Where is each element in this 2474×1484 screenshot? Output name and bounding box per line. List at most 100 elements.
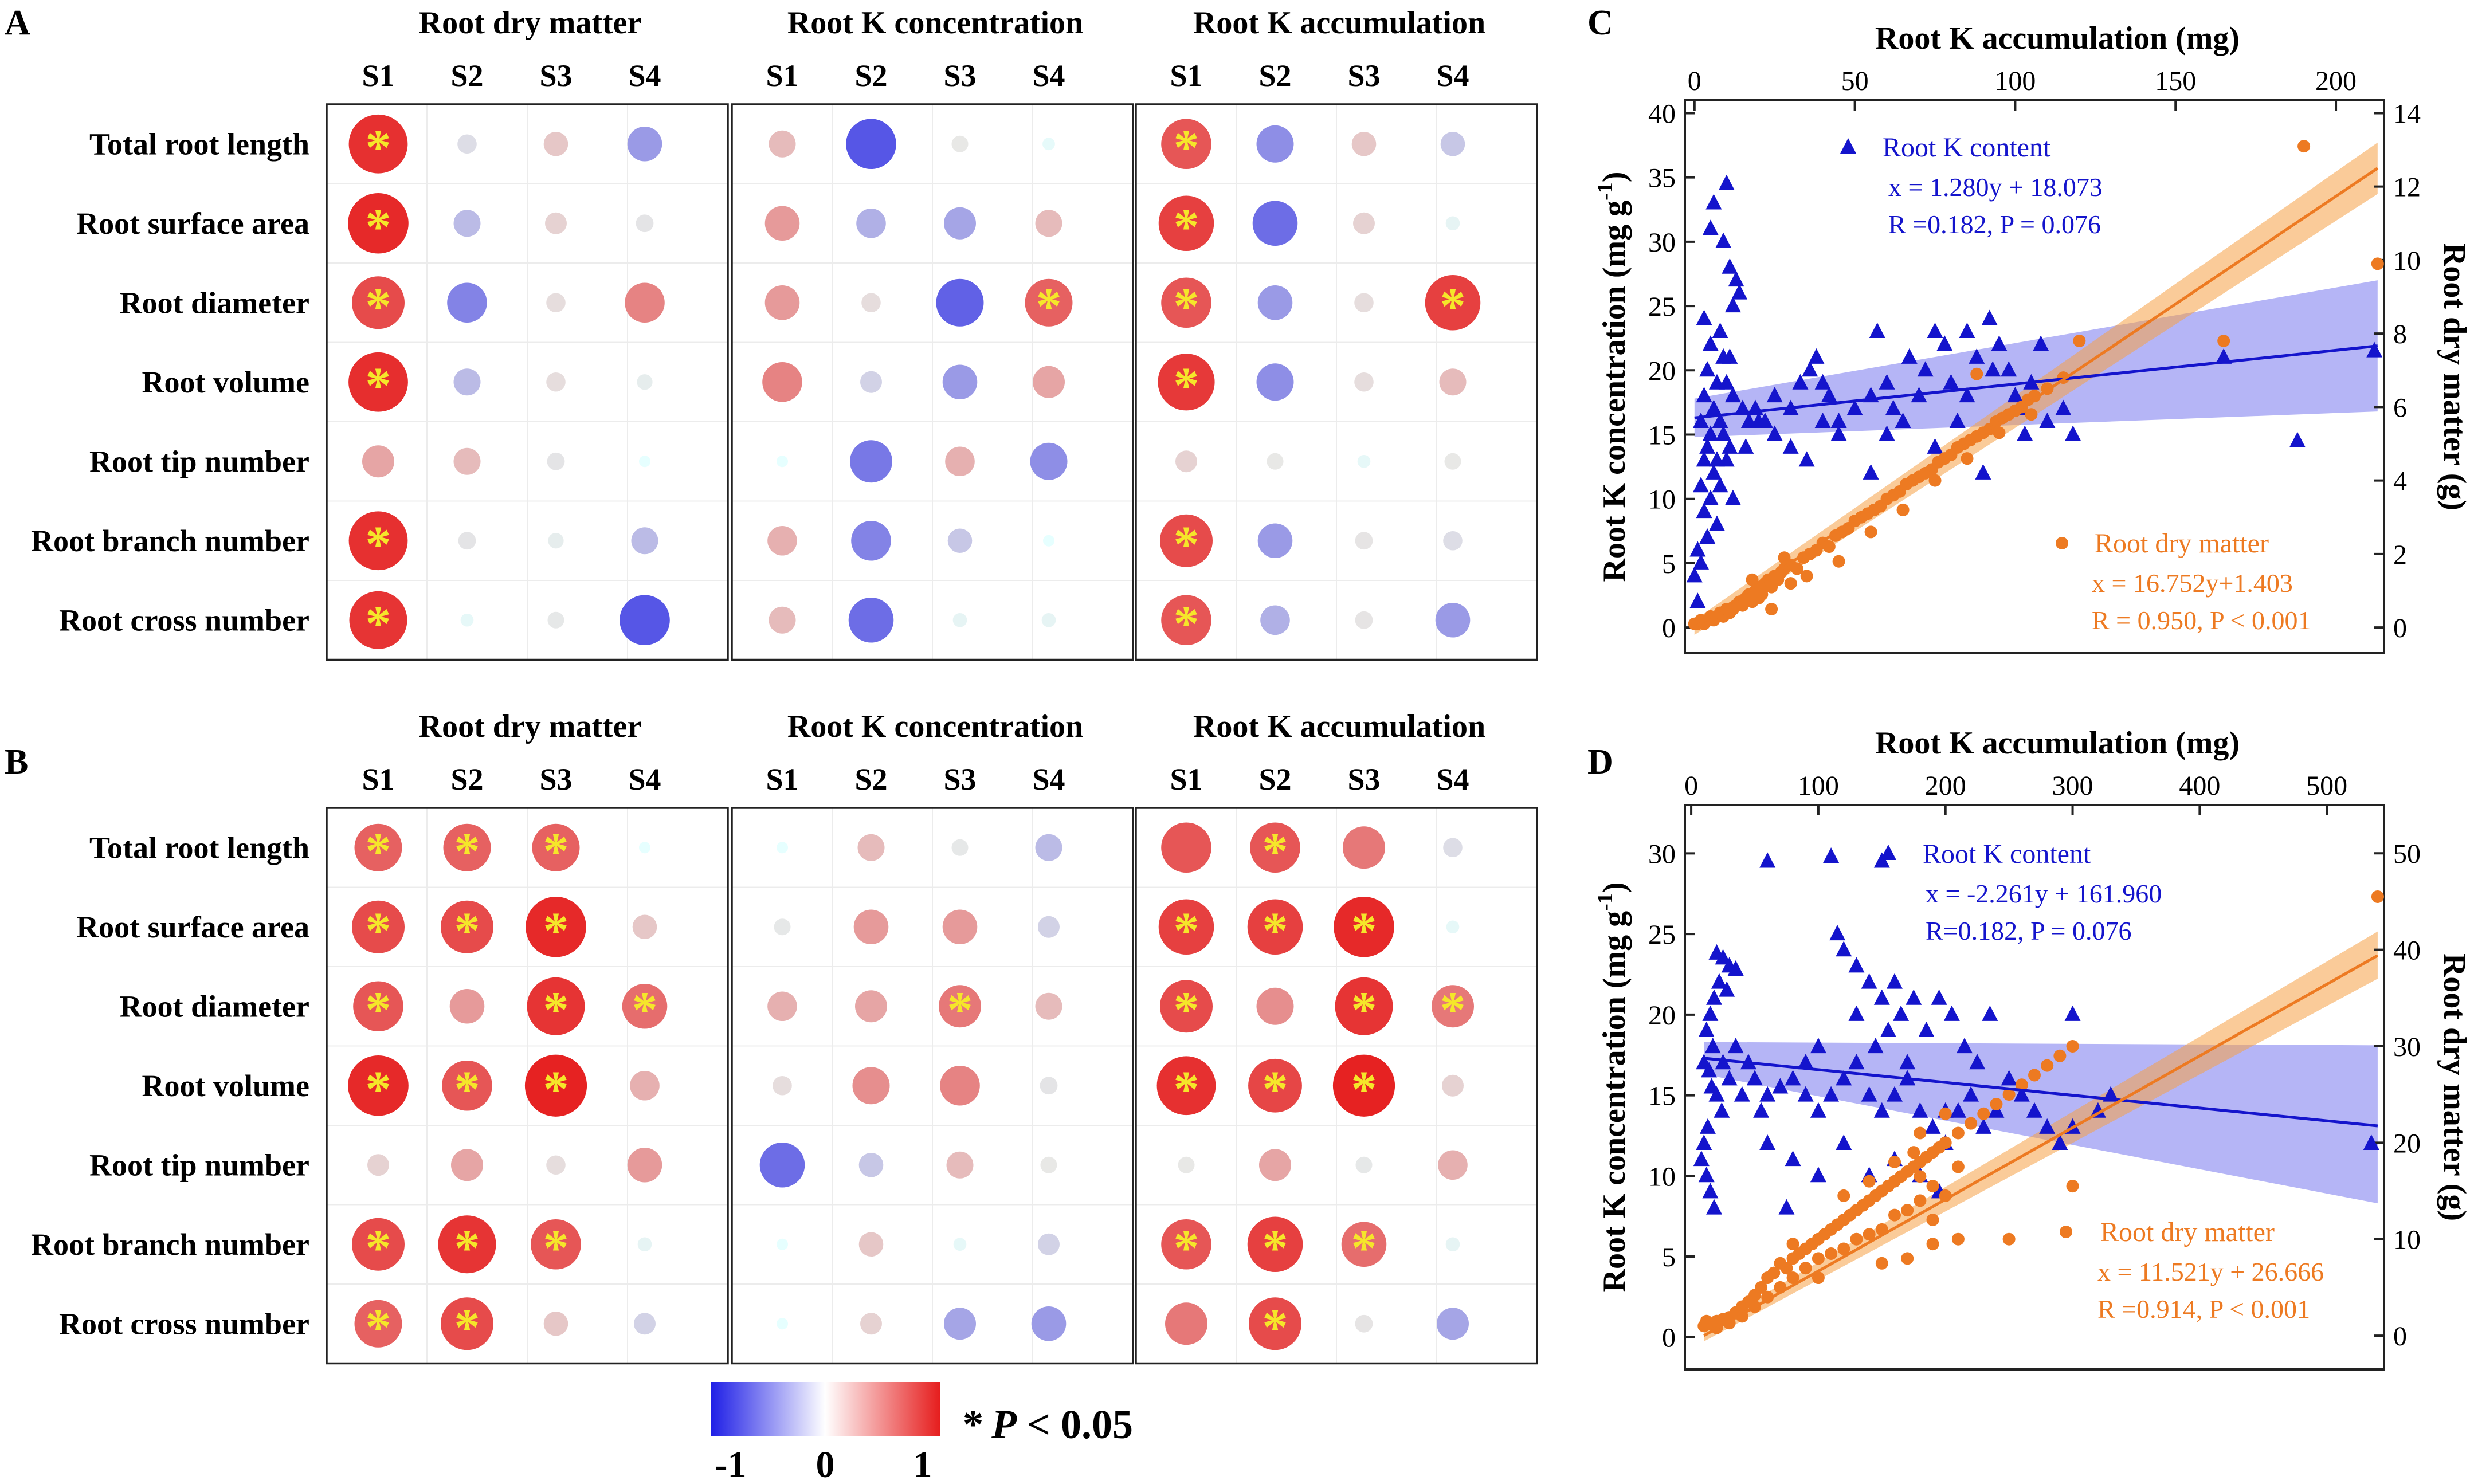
- y-right-axis-title: Root dry matter (g): [2437, 953, 2472, 1221]
- k-content-point: [1848, 1005, 1865, 1021]
- column-label: S3: [539, 58, 572, 93]
- correlation-dot: [860, 1313, 882, 1335]
- y-right-tick-label: 30: [2393, 1032, 2421, 1062]
- correlation-dot: [543, 131, 568, 156]
- k-content-point: [2055, 399, 2072, 415]
- correlation-dot: [1334, 896, 1394, 957]
- correlation-dot: [939, 985, 981, 1028]
- correlation-dot: [1444, 453, 1461, 470]
- group-frame: [731, 103, 1134, 661]
- k-content-point: [1759, 852, 1776, 868]
- correlation-dot: [1040, 1077, 1058, 1095]
- dry-matter-fit-line: [1703, 954, 2379, 1337]
- dry-matter-point: [1786, 1238, 1799, 1251]
- y-left-title-main: Root K concentration (mg g: [1597, 201, 1632, 582]
- correlation-dot: [1247, 899, 1303, 955]
- k-content-point: [1982, 1005, 1998, 1021]
- k-content-point: [1778, 1199, 1795, 1215]
- dry-matter-point: [2002, 1088, 2016, 1101]
- column-label: S4: [1032, 762, 1065, 796]
- correlation-dot: [860, 371, 882, 393]
- y-left-title-main: Root K concentration (mg g: [1597, 911, 1632, 1293]
- correlation-dot: [846, 119, 896, 170]
- regression-equation: x = 1.280y + 18.073: [1888, 172, 2103, 202]
- correlation-dot: [354, 823, 402, 871]
- column-label: S1: [362, 762, 394, 796]
- k-content-point: [1692, 553, 1709, 570]
- y-right-tick-label: 50: [2393, 839, 2421, 869]
- x-tick-label: 100: [1798, 771, 1839, 801]
- k-content-point: [1912, 1102, 1928, 1118]
- correlation-dot: [1432, 985, 1474, 1028]
- regression-stats: R =0.182, P = 0.076: [1888, 210, 2101, 239]
- y-right-tick-label: 6: [2393, 392, 2407, 423]
- k-content-point: [1718, 451, 1735, 467]
- correlation-dot: [1161, 1219, 1211, 1270]
- k-content-point: [1708, 1086, 1725, 1102]
- dry-matter-point: [1990, 1097, 2003, 1110]
- k-content-point: [1702, 425, 1719, 441]
- dry-matter-point: [1914, 1194, 1927, 1207]
- significance-star: *: [366, 823, 391, 880]
- x-tick-label: 150: [2155, 66, 2196, 96]
- k-content-point: [1712, 413, 1728, 429]
- x-tick-label: 200: [1925, 771, 1966, 801]
- correlation-dot: [777, 1318, 788, 1330]
- dry-matter-point: [2217, 334, 2230, 347]
- k-content-point: [1785, 1151, 1801, 1167]
- group-title: Root dry matter: [419, 5, 642, 41]
- y-left-tick-label: 30: [1648, 839, 1676, 869]
- colorbar-min-label: -1: [715, 1444, 747, 1484]
- correlation-dot: [527, 977, 585, 1035]
- legend-label: Root dry matter: [2100, 1217, 2275, 1247]
- k-content-point: [1802, 361, 1818, 377]
- significance-star: *: [366, 358, 391, 414]
- dry-matter-point: [2002, 1232, 2016, 1246]
- k-content-point: [2039, 413, 2056, 429]
- y-right-tick-label: 2: [2393, 540, 2407, 570]
- k-content-point: [1714, 1102, 1730, 1118]
- y-left-title-superscript: -1: [1593, 182, 1617, 201]
- correlation-dot: [1252, 201, 1298, 246]
- significance-star: *: [543, 982, 569, 1038]
- correlation-dot: [1042, 138, 1055, 151]
- k-content-point: [1887, 973, 1903, 989]
- correlation-dot: [367, 1154, 389, 1176]
- dry-matter-point: [1812, 1252, 1825, 1265]
- k-content-point: [1895, 413, 1911, 429]
- correlation-dot: [764, 285, 800, 320]
- column-label: S1: [766, 58, 798, 93]
- correlation-dot: [453, 447, 481, 475]
- dry-matter-point: [1951, 1126, 1965, 1140]
- dry-matter-point: [1926, 1180, 1939, 1193]
- correlation-dot: [1257, 285, 1293, 320]
- correlation-dot: [1353, 212, 1375, 234]
- dry-matter-point: [1939, 1136, 1952, 1149]
- k-content-point: [1899, 1054, 1916, 1070]
- k-content-point: [1861, 973, 1877, 989]
- k-content-point: [1705, 399, 1722, 415]
- correlation-dot: [1035, 834, 1062, 861]
- dry-matter-point: [1901, 1204, 1914, 1217]
- correlation-dot: [1332, 1054, 1395, 1117]
- k-content-point: [1712, 322, 1728, 338]
- x-tick-label: 0: [1684, 771, 1698, 801]
- y-left-tick-label: 0: [1662, 1323, 1676, 1353]
- y-left-tick-label: 5: [1662, 549, 1676, 579]
- k-content-point: [1901, 348, 1918, 364]
- correlation-dot: [1445, 1237, 1460, 1252]
- significance-star: *: [543, 823, 569, 880]
- significance-star: *: [1174, 1220, 1199, 1277]
- correlation-dot: [438, 1215, 496, 1274]
- correlation-dot: [945, 446, 975, 477]
- significance-star: *: [454, 1061, 480, 1118]
- dry-matter-point: [2371, 890, 2384, 903]
- significance-star: *: [1263, 1061, 1288, 1118]
- correlation-dot: [953, 1238, 967, 1251]
- k-content-point: [1702, 1005, 1719, 1021]
- group-title: Root K accumulation: [1193, 709, 1485, 744]
- k-content-point: [1747, 1070, 1763, 1086]
- dry-matter-point: [1926, 1238, 1939, 1251]
- k-content-point: [1950, 1102, 1966, 1118]
- correlation-dot: [441, 1297, 493, 1350]
